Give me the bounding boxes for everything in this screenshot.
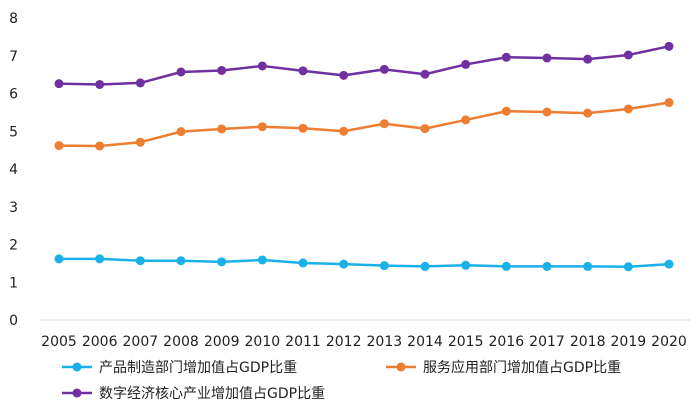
series-line (57, 45, 671, 86)
x-tick-label: 2013 (367, 334, 403, 350)
x-tick-label: 2011 (285, 334, 321, 350)
x-tick-label: 2012 (326, 334, 362, 350)
data-point (583, 108, 593, 118)
data-point (257, 255, 267, 265)
data-point (542, 53, 552, 63)
data-point (501, 106, 511, 116)
data-point (217, 124, 227, 134)
series-line (57, 101, 671, 148)
series-layer (54, 41, 674, 272)
data-point (542, 107, 552, 117)
legend-item: 数字经济核心产业增加值占GDP比重 (62, 386, 325, 402)
x-tick-label: 2014 (407, 334, 443, 350)
x-tick-label: 2018 (570, 334, 606, 350)
data-point (420, 261, 430, 271)
y-tick-label: 2 (9, 238, 18, 254)
data-point (176, 127, 186, 137)
data-point (420, 69, 430, 79)
legend-item: 产品制造部门增加值占GDP比重 (62, 360, 297, 376)
x-tick-label: 2017 (529, 334, 565, 350)
data-point (379, 261, 389, 271)
data-point (135, 78, 145, 88)
x-tick-label: 2006 (82, 334, 118, 350)
data-point (217, 257, 227, 267)
x-tick-label: 2007 (123, 334, 159, 350)
x-tick-label: 2019 (611, 334, 647, 350)
x-tick-label: 2005 (41, 334, 77, 350)
data-point (664, 41, 674, 51)
data-point (379, 64, 389, 74)
y-tick-label: 4 (9, 162, 18, 178)
series-2 (54, 41, 674, 89)
data-point (379, 119, 389, 129)
data-point (339, 259, 349, 269)
data-point (339, 126, 349, 136)
legend-label: 产品制造部门增加值占GDP比重 (99, 360, 297, 376)
y-tick-label: 3 (9, 200, 18, 216)
data-point (257, 122, 267, 132)
y-tick-label: 7 (9, 49, 18, 65)
data-point (176, 67, 186, 77)
data-point (420, 124, 430, 134)
data-point (176, 256, 186, 266)
data-point (542, 261, 552, 271)
y-tick-label: 0 (9, 313, 18, 329)
x-tick-label: 2010 (245, 334, 281, 350)
series-line (57, 257, 671, 269)
data-point (623, 104, 633, 114)
data-point (54, 79, 64, 89)
legend: 产品制造部门增加值占GDP比重 服务应用部门增加值占GDP比重数字经济核心产业增加… (62, 359, 621, 402)
y-tick-label: 8 (9, 11, 18, 27)
x-tick-label: 2009 (204, 334, 240, 350)
x-tick-label: 2015 (448, 334, 484, 350)
y-tick-label: 6 (9, 87, 18, 103)
series-0 (54, 254, 674, 272)
data-point (664, 259, 674, 269)
x-tick-label: 2008 (163, 334, 199, 350)
data-point (54, 141, 64, 151)
legend-dot-marker (72, 388, 82, 398)
data-point (461, 59, 471, 69)
data-point (501, 52, 511, 62)
data-point (583, 261, 593, 271)
data-point (501, 261, 511, 271)
data-point (135, 256, 145, 266)
y-tick-label: 1 (9, 275, 18, 291)
data-point (95, 79, 105, 89)
y-axis-tick-labels: 0 1 2 3 4 5 6 7 8 (9, 11, 18, 329)
legend-label: 数字经济核心产业增加值占GDP比重 (99, 386, 325, 402)
data-point (623, 50, 633, 60)
data-point (339, 70, 349, 80)
legend-item: 服务应用部门增加值占GDP比重 (386, 359, 621, 376)
x-tick-label: 2016 (489, 334, 525, 350)
data-point (583, 54, 593, 64)
legend-dot-marker (396, 362, 406, 372)
data-point (461, 115, 471, 125)
y-tick-label: 5 (9, 124, 18, 140)
data-point (54, 254, 64, 264)
data-point (298, 66, 308, 76)
data-point (95, 141, 105, 151)
data-point (298, 258, 308, 268)
legend-label: 服务应用部门增加值占GDP比重 (423, 359, 621, 376)
data-point (95, 254, 105, 264)
data-point (461, 260, 471, 270)
data-point (135, 137, 145, 147)
data-point (623, 262, 633, 272)
data-point (664, 98, 674, 108)
data-point (298, 123, 308, 133)
legend-dot-marker (72, 362, 82, 372)
x-tick-label: 2020 (651, 334, 687, 350)
series-1 (54, 98, 674, 151)
data-point (257, 61, 267, 71)
x-axis-tick-labels: 2005 2006 2007 2008 2009 2010 2011 2012 2013 2014… (41, 334, 687, 350)
data-point (217, 65, 227, 75)
